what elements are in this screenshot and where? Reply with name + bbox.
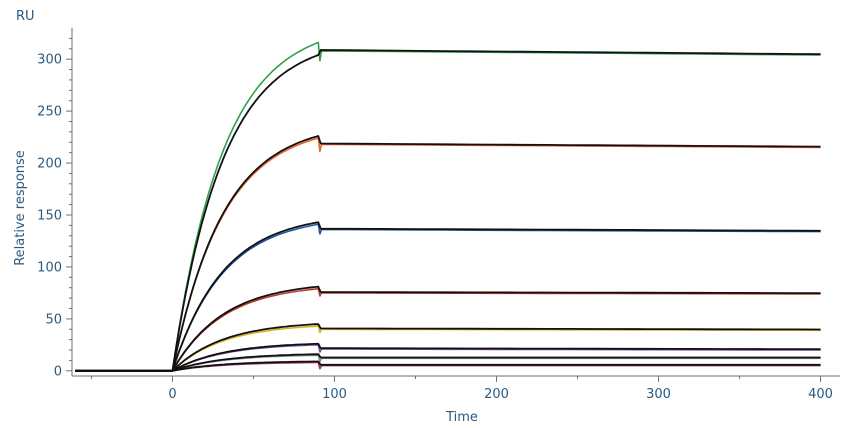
fit-layer [75,49,821,372]
y-ticks: 0 50 100 150 200 250 300 [37,37,72,379]
y-tick-label: 50 [45,312,62,327]
fit-line-7 [75,353,821,372]
y-tick-label: 300 [37,53,62,68]
fit-line-5 [75,323,821,372]
y-tick-label: 200 [37,157,62,172]
x-tick-label: 200 [484,387,509,402]
unit-label: RU [16,9,35,24]
y-tick-label: 0 [54,364,62,379]
axes [71,28,840,377]
fit-line-3 [75,221,821,372]
x-tick-label: 0 [168,387,176,402]
y-tick-label: 100 [37,260,62,275]
fit-line-8 [75,360,821,372]
y-tick-label: 150 [37,208,62,223]
y-tick-label: 250 [37,105,62,120]
x-tick-label: 300 [646,387,671,402]
x-ticks: 0 100 200 300 400 [90,376,833,402]
y-axis-title: Relative response [13,150,28,266]
fit-line-1 [75,49,821,372]
fit-line-2 [75,135,821,372]
x-axis-title: Time [445,410,478,425]
x-tick-label: 100 [322,387,347,402]
series-layer [75,41,821,372]
fit-line-6 [75,342,821,372]
x-tick-label: 400 [808,387,833,402]
fit-line-4 [75,285,821,372]
series-line-1 [75,41,821,372]
series-line-2 [75,137,821,372]
